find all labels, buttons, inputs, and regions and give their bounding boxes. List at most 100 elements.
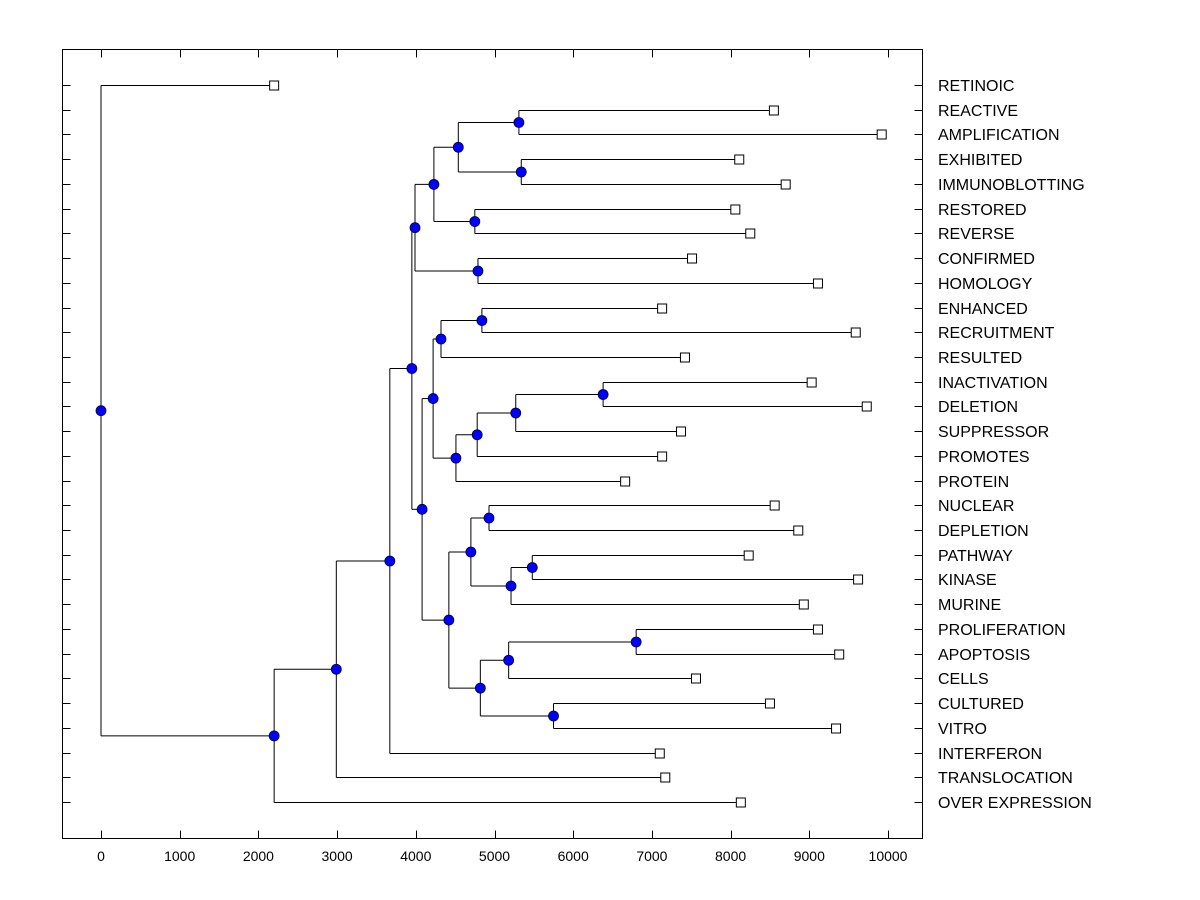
leaf-marker <box>780 179 791 190</box>
cluster-node <box>474 682 486 694</box>
cluster-node <box>469 216 481 227</box>
leaf-marker <box>735 797 746 808</box>
leaf-label: HOMOLOGY <box>938 276 1033 293</box>
x-tick-label: 5000 <box>479 848 510 864</box>
plot-frame <box>62 49 923 839</box>
leaf-label: OVER EXPRESSION <box>938 795 1092 812</box>
leaf-marker <box>620 476 631 487</box>
leaf-marker <box>861 401 872 412</box>
x-tick-label: 9000 <box>794 848 825 864</box>
leaf-label: PATHWAY <box>938 548 1013 565</box>
x-tick-label: 4000 <box>400 848 431 864</box>
leaf-label: AMPLIFICATION <box>938 127 1060 144</box>
leaf-marker <box>798 599 809 610</box>
cluster-node <box>483 512 495 524</box>
x-tick-label: 0 <box>97 848 105 864</box>
leaf-label: CULTURED <box>938 696 1024 713</box>
leaf-markers <box>269 80 887 808</box>
leaf-marker <box>745 228 756 239</box>
cluster-node <box>450 452 462 464</box>
leaf-label: INTERFERON <box>938 746 1042 763</box>
cluster-node <box>503 654 515 666</box>
x-tick-label: 8000 <box>715 848 746 864</box>
cluster-node <box>597 389 609 400</box>
cluster-node <box>427 393 439 404</box>
cluster-node <box>471 429 483 441</box>
cluster-node <box>428 178 440 190</box>
cluster-node <box>384 555 396 567</box>
leaf-marker <box>876 129 887 140</box>
leaf-label: CELLS <box>938 671 989 688</box>
x-tick-label: 7000 <box>636 848 667 864</box>
cluster-node <box>526 562 538 573</box>
leaf-label: TRANSLOCATION <box>938 770 1073 787</box>
cluster-node <box>548 710 559 722</box>
cluster-node <box>472 265 484 277</box>
leaf-marker <box>730 204 741 215</box>
leaf-marker <box>769 500 780 511</box>
leaf-labels: RETINOIC REACTIVE AMPLIFICATION EXHIBITED IM… <box>938 78 1092 812</box>
cluster-node <box>268 730 280 742</box>
cluster-node <box>513 117 525 128</box>
x-tick-label: 6000 <box>558 848 589 864</box>
leaf-marker <box>812 624 823 635</box>
leaf-label: EXHIBITED <box>938 152 1022 169</box>
leaf-marker <box>676 426 687 437</box>
leaf-marker <box>806 377 817 388</box>
leaf-marker <box>831 723 842 734</box>
cluster-node <box>510 407 522 419</box>
cluster-node <box>505 580 517 592</box>
leaf-marker <box>768 105 779 116</box>
leaf-label: MURINE <box>938 597 1001 614</box>
leaf-marker <box>679 352 690 363</box>
cluster-node <box>515 166 527 178</box>
leaf-marker <box>853 574 864 585</box>
x-tick-label: 1000 <box>164 848 195 864</box>
leaf-label: DEPLETION <box>938 523 1029 540</box>
leaf-marker <box>690 673 701 684</box>
leaf-marker <box>657 451 668 462</box>
leaf-marker <box>687 253 698 264</box>
cluster-node <box>452 141 464 153</box>
leaf-marker <box>269 80 280 91</box>
leaf-label: PROLIFERATION <box>938 622 1066 639</box>
cluster-node <box>330 663 342 675</box>
dendrogram-links <box>100 85 882 803</box>
leaf-label: NUCLEAR <box>938 498 1014 515</box>
leaf-marker <box>654 748 665 759</box>
leaf-label: PROMOTES <box>938 449 1030 466</box>
leaf-marker <box>793 525 804 536</box>
leaf-label: APOPTOSIS <box>938 647 1030 664</box>
leaf-label: ENHANCED <box>938 301 1028 318</box>
cluster-node <box>406 363 418 374</box>
leaf-label: IMMUNOBLOTTING <box>938 177 1085 194</box>
leaf-marker <box>764 698 775 709</box>
leaf-label: INACTIVATION <box>938 375 1048 392</box>
leaf-marker <box>812 278 823 289</box>
cluster-node <box>443 614 455 626</box>
leaf-marker <box>743 550 754 561</box>
leaf-label: RESULTED <box>938 350 1022 367</box>
leaf-label: SUPPRESSOR <box>938 424 1049 441</box>
leaf-marker <box>657 303 668 314</box>
leaf-marker <box>734 154 745 165</box>
cluster-node <box>465 546 477 558</box>
cluster-node <box>95 405 107 417</box>
leaf-label: RESTORED <box>938 202 1027 219</box>
leaf-label: PROTEIN <box>938 474 1009 491</box>
cluster-node <box>409 222 421 234</box>
cluster-nodes <box>95 117 642 742</box>
leaf-label: VITRO <box>938 721 987 738</box>
leaf-label: REACTIVE <box>938 103 1018 120</box>
axis-ticks <box>62 49 923 839</box>
leaf-label: DELETION <box>938 399 1018 416</box>
x-tick-label: 3000 <box>322 848 353 864</box>
leaf-marker <box>850 327 861 338</box>
leaf-label: RETINOIC <box>938 78 1014 95</box>
x-tick-label: 2000 <box>243 848 274 864</box>
leaf-label: RECRUITMENT <box>938 325 1055 342</box>
leaf-marker <box>834 649 845 660</box>
x-tick-label: 10000 <box>869 848 908 864</box>
cluster-node <box>416 503 428 515</box>
leaf-label: REVERSE <box>938 226 1014 243</box>
